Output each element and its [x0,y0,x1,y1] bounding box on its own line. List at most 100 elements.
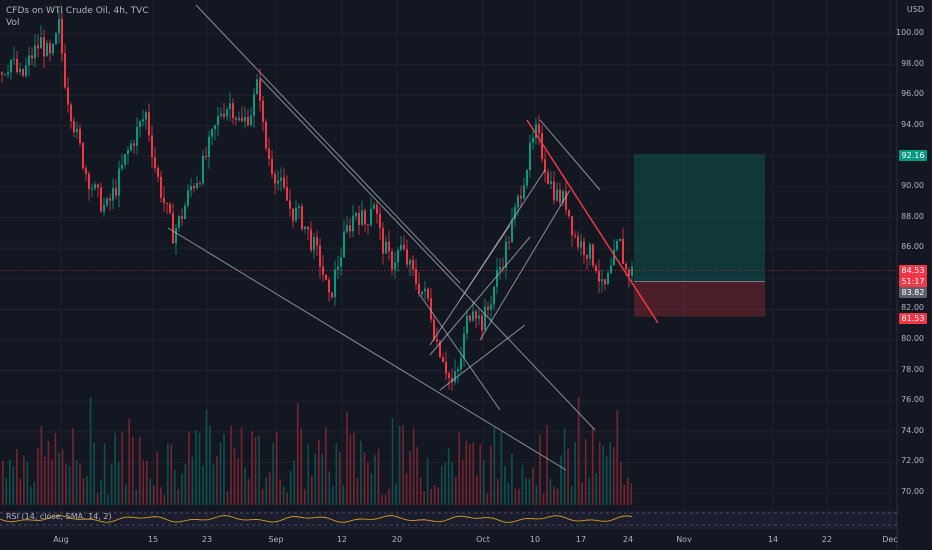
candle-body [154,157,156,168]
volume-bar [296,402,299,505]
candle-body [136,126,138,146]
candle-body [91,188,93,190]
candle-body [598,271,600,282]
volume-bar [289,470,292,505]
price-tick-label: 80.00 [901,334,924,343]
volume-bar [486,493,489,505]
price-tick-label: 100.00 [896,28,924,37]
candle-body [304,226,306,230]
candle-body [139,121,141,127]
volume-bar [605,455,608,505]
volume-bar [254,436,257,505]
volume-bar [156,451,159,505]
candle-body [274,174,276,184]
volume-bar [479,444,482,505]
candle-body [442,357,444,362]
volume-bar [93,442,95,505]
candle-body [19,69,21,72]
candle-body [49,43,51,54]
volume-bar [44,456,46,505]
candle-body [544,159,546,173]
volume-bar [363,452,366,505]
candle-body [529,142,531,171]
candle-body [391,251,393,270]
candle-body [13,58,15,60]
trendline [439,324,526,391]
candle-body [466,315,468,334]
candle-body [217,115,219,126]
candle-body [106,198,108,206]
candle-body [256,79,258,94]
volume-bar [570,485,573,505]
trendline [459,169,546,301]
candle-body [523,185,525,199]
price-tick-label: 70.00 [901,487,924,496]
candle-body [565,191,567,210]
volume-bar [472,442,475,505]
candle-body [310,229,312,251]
volume-bar [142,460,145,505]
volume-bar [314,453,317,505]
price-tick-label: 90.00 [901,181,924,190]
candle-body [43,37,45,57]
candle-body [478,315,480,319]
volume-bar [318,439,320,505]
volume-bar [68,466,71,505]
candle-body [268,148,270,160]
candle-body [259,79,261,101]
volume-bar [468,444,471,505]
candle-body [82,143,84,169]
candle-body [427,288,429,299]
volume-bar [532,467,534,505]
volume-bar [268,471,271,505]
candle-body [481,315,483,331]
candle-body [199,183,201,184]
candle-body [244,116,246,122]
candle-body [604,279,606,285]
volume-bar [82,478,85,505]
candle-body [577,236,579,248]
time-tick-label: Dec [882,535,898,544]
candle-body [61,18,63,54]
candle-body [490,304,492,310]
volume-bar [500,431,503,505]
candle-body [337,266,339,270]
candle-body [1,72,3,75]
candle-body [589,244,591,259]
volume-bar [493,427,496,505]
volume-bar [430,488,432,505]
candle-body [559,189,561,203]
candle-body [175,227,177,244]
rsi-line [0,515,633,523]
candle-body [133,143,135,146]
candle-body [181,215,183,220]
candle-body [148,112,150,136]
volume-bar [514,488,517,505]
candle-body [52,43,54,54]
volume-bar [384,494,387,505]
volume-bar [598,441,601,505]
candle-body [463,333,465,359]
volume-bar [226,491,229,505]
candle-body [271,159,273,175]
time-tick-label: 10 [529,535,541,544]
volume-bar [282,486,285,505]
candle-body [127,150,129,155]
candle-body [34,45,36,59]
volume-bar [117,462,120,505]
volume-bar [412,428,415,505]
time-tick-label: 14 [767,535,779,544]
candle-body [205,155,207,157]
candle-body [172,212,174,244]
trendline [259,77,596,431]
candle-body [430,298,432,320]
candle-body [457,369,459,372]
candle-body [424,288,426,292]
volume-bar [395,483,397,505]
volume-bar [233,447,236,505]
candle-body [298,206,300,208]
candle-body [169,203,171,213]
candle-body [415,269,417,284]
